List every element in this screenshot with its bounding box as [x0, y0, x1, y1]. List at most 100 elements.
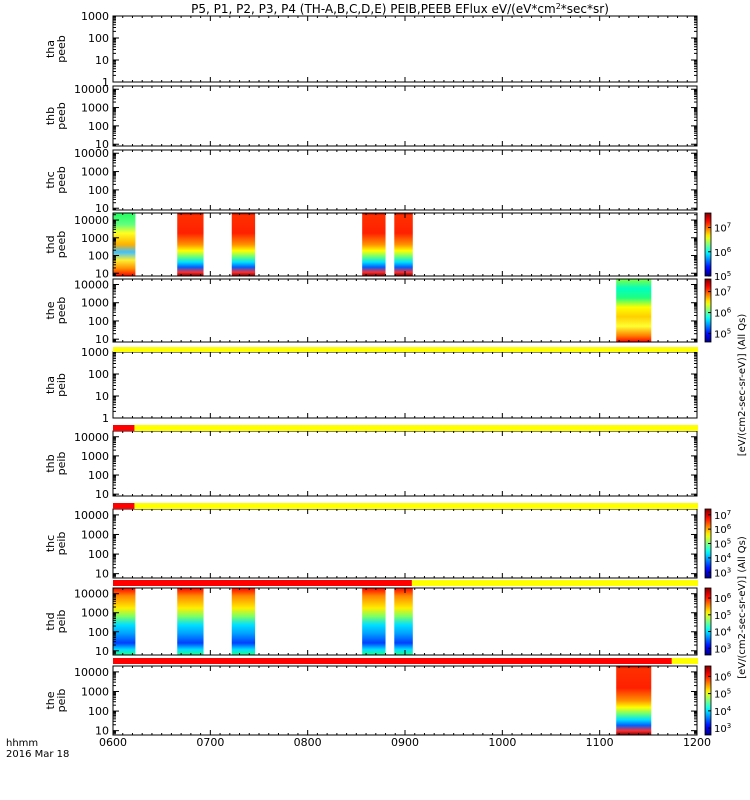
y-tick-label: 100: [88, 32, 109, 45]
y-tick-label: 10000: [74, 83, 109, 96]
colorbar-title: [eV/(cm2-sec-sr-eV)] (All Qs): [737, 314, 748, 457]
colorbar-tick-label: 104: [714, 552, 732, 565]
panel-frame: [112, 15, 698, 83]
y-tick-label: 10: [95, 138, 109, 151]
y-tick-label: 1000: [81, 297, 109, 310]
instrument-label: peeb: [55, 166, 68, 194]
status-bar: [113, 503, 698, 509]
data-band: [113, 213, 136, 276]
panel-frame: [112, 508, 698, 579]
status-bar-red: [113, 658, 672, 664]
colorbar-tick-base: 10: [714, 690, 727, 701]
colorbar-tick-exp: 5: [727, 328, 731, 336]
colorbar-tick-label: 104: [714, 626, 732, 639]
colorbar-tick-base: 10: [714, 309, 727, 320]
probe-label: thb: [44, 454, 57, 472]
colorbar-tick-exp: 5: [727, 270, 731, 278]
date-label: 2016 Mar 18: [6, 749, 69, 760]
colorbar-tick-exp: 6: [727, 246, 732, 254]
panel-label: thdpeib: [44, 610, 68, 634]
y-tick-label: 10000: [74, 666, 109, 679]
colorbar-tick-label: 106: [714, 246, 732, 259]
y-tick-label: 1000: [81, 607, 109, 620]
y-tick-label: 10: [95, 645, 109, 658]
colorbar-tick-label: 107: [714, 286, 731, 299]
colorbar-tick-base: 10: [714, 330, 727, 341]
colorbar-tick-base: 10: [714, 628, 727, 639]
panel-thd-peeb: 10 100 1000 10000 thdpeeb: [44, 212, 698, 280]
y-tick-label: 100: [88, 705, 109, 718]
y-tick-label: 10: [95, 202, 109, 215]
x-tick-label: 0700: [196, 736, 224, 749]
y-tick-label: 10000: [74, 509, 109, 522]
panel-thd-peib: 10 100 1000 10000 thdpeib: [44, 587, 698, 658]
y-tick-label: 100: [88, 626, 109, 639]
y-tick-label: 100: [88, 250, 109, 263]
status-bars: [113, 347, 698, 664]
colorbar-strip: [704, 278, 712, 343]
y-tick-label: 10000: [74, 214, 109, 227]
panel-label: thapeib: [44, 373, 68, 397]
colorbar-tick-label: 105: [714, 270, 731, 283]
colorbar-tick-base: 10: [714, 540, 727, 551]
x-tick-label: 1000: [488, 736, 516, 749]
panel-frame: [112, 149, 698, 211]
colorbar-tick-base: 10: [714, 525, 727, 536]
chart-title: P5, P1, P2, P3, P4 (TH-A,B,C,D,E) PEIB,P…: [191, 2, 609, 16]
panel-tha-peib: 1 10 100 1000 thapeib: [44, 346, 698, 425]
colorbar-tick-exp: 5: [727, 609, 731, 617]
status-bar-fill: [113, 347, 698, 352]
status-bar: [113, 658, 698, 664]
colorbar-tick-label: 103: [714, 722, 731, 735]
colorbar-tick-label: 105: [714, 538, 731, 551]
panel-frame: [112, 665, 698, 736]
x-tick-label: 1100: [586, 736, 614, 749]
instrument-label: peib: [55, 610, 68, 634]
panel-frame: [112, 430, 698, 497]
colorbar-tick-exp: 4: [727, 552, 732, 560]
colorbar-strip: [704, 587, 712, 656]
y-tick-label: 100: [88, 548, 109, 561]
data-band: [231, 588, 256, 655]
colorbar-tick-exp: 3: [727, 566, 731, 574]
colorbar-tick-base: 10: [714, 568, 727, 579]
y-tick-label: 10000: [74, 147, 109, 160]
colorbar-tick-exp: 6: [727, 307, 732, 315]
probe-label: the: [44, 301, 57, 319]
colorbar-strip: [704, 665, 712, 736]
instrument-label: peeb: [55, 35, 68, 63]
x-tick-label: 0600: [99, 736, 127, 749]
colorbars: 1051061071051061071031041051061071031041…: [704, 212, 748, 736]
y-tick-label: 10: [95, 568, 109, 581]
panel-tha-peeb: 1 10 100 1000 thapeeb: [44, 10, 698, 89]
colorbar-tick-base: 10: [714, 644, 727, 655]
panel-frame: [112, 278, 698, 343]
y-tick-label: 10000: [74, 278, 109, 291]
panel-the-peeb: 10 100 1000 10000 thepeeb: [44, 278, 698, 346]
probe-label: thd: [44, 235, 57, 253]
status-bar: [113, 347, 698, 352]
colorbar-strip: [704, 212, 712, 277]
y-tick-label: 10000: [74, 431, 109, 444]
y-tick-label: 100: [88, 368, 109, 381]
panel-the-peib: 10 100 1000 10000 thepeib: [44, 665, 698, 738]
panel-label: thbpeeb: [44, 102, 68, 130]
status-bar-red: [113, 425, 135, 431]
colorbar-tick-exp: 6: [727, 670, 732, 678]
data-band: [394, 588, 413, 655]
panel-frame: [112, 351, 698, 419]
panel-label: thcpeib: [44, 532, 68, 556]
panel-label: thbpeib: [44, 452, 68, 476]
data-band: [362, 588, 386, 655]
instrument-label: peib: [55, 689, 68, 713]
panels: 1101001000thapeeb10100100010000thbpeeb10…: [44, 10, 698, 738]
colorbar-tick-base: 10: [714, 248, 727, 259]
y-tick-label: 100: [88, 120, 109, 133]
colorbar-tick-exp: 7: [727, 286, 731, 294]
colorbar-tick-base: 10: [714, 707, 727, 718]
x-tick-label: 0800: [294, 736, 322, 749]
data-band: [177, 588, 204, 655]
